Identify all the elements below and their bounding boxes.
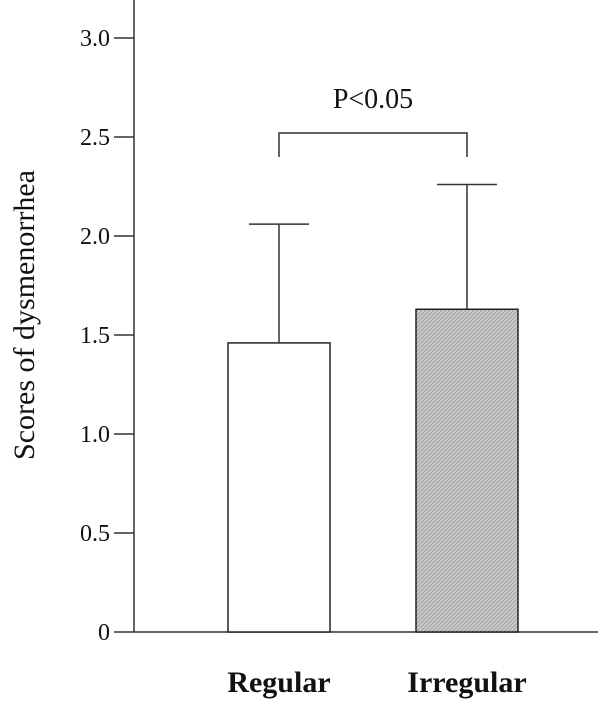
- y-tick-label: 2.0: [80, 224, 110, 250]
- bar-irregular: [415, 308, 519, 633]
- category-label-regular: Regular: [227, 666, 330, 699]
- category-label-irregular: Irregular: [407, 666, 526, 699]
- y-tick-label: 0.5: [80, 521, 110, 547]
- bars: [227, 308, 519, 633]
- y-axis-label: Scores of dysmenorrhea: [8, 170, 41, 460]
- y-axis: [133, 0, 598, 633]
- y-tick-label: 0: [98, 620, 110, 646]
- significance-annotation: P<0.05: [278, 84, 468, 158]
- y-ticks: 0 0.5 1.0 1.5 2.0 2.5 3.0: [80, 26, 134, 646]
- bar-regular: [227, 342, 331, 633]
- y-tick-label: 1.0: [80, 422, 110, 448]
- y-tick-label: 1.5: [80, 323, 110, 349]
- y-tick-label: 2.5: [80, 125, 110, 151]
- p-value-label: P<0.05: [333, 84, 413, 115]
- error-bars: [249, 183, 497, 343]
- significance-bracket: [278, 132, 468, 158]
- category-labels: Regular Irregular: [227, 666, 526, 699]
- y-tick-label: 3.0: [80, 26, 110, 52]
